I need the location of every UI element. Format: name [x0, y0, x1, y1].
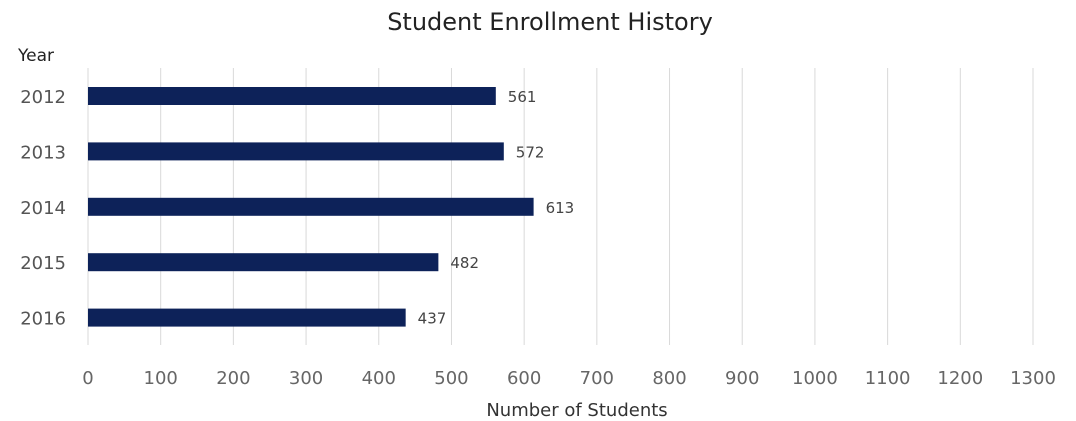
label-layer: 0 100 200 300 400 500 600 700 800 900 1000 1100 1200…	[20, 87, 1056, 389]
x-tick-label: 1000	[792, 368, 838, 389]
x-tick-label: 800	[652, 368, 686, 389]
bar-2013	[88, 142, 504, 161]
bar-layer	[88, 87, 534, 327]
x-tick-label: 400	[362, 368, 396, 389]
x-tick-label: 0	[82, 368, 93, 389]
x-tick-label: 200	[216, 368, 250, 389]
x-tick-label: 900	[725, 368, 759, 389]
x-tick-label: 1200	[937, 368, 983, 389]
x-axis-title: Number of Students	[486, 400, 667, 421]
data-label: 613	[546, 199, 575, 217]
data-label: 572	[516, 143, 545, 161]
chart-title: Student Enrollment History	[387, 8, 713, 36]
x-tick-label: 300	[289, 368, 323, 389]
y-tick-label: 2014	[20, 198, 66, 219]
y-tick-label: 2016	[20, 309, 66, 330]
data-label: 482	[450, 254, 479, 272]
bar-2012	[88, 87, 496, 105]
y-tick-label: 2012	[20, 87, 66, 108]
bar-2014	[88, 197, 534, 216]
data-label: 561	[508, 88, 537, 106]
x-tick-label: 600	[507, 368, 541, 389]
x-tick-label: 1100	[865, 368, 911, 389]
x-tick-label: 1300	[1010, 368, 1056, 389]
x-tick-label: 700	[580, 368, 614, 389]
y-tick-label: 2013	[20, 142, 66, 163]
bar-2016	[88, 308, 406, 327]
y-tick-label: 2015	[20, 253, 66, 274]
x-tick-label: 500	[434, 368, 468, 389]
y-axis-title: Year	[17, 46, 54, 66]
bar-2015	[88, 253, 439, 272]
x-tick-label: 100	[144, 368, 178, 389]
data-label: 437	[418, 310, 447, 328]
